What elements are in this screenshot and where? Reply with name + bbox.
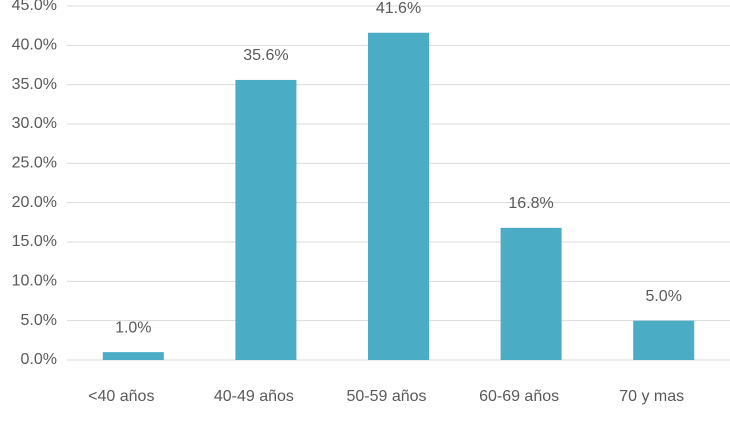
x-tick-label: 50-59 años	[346, 388, 426, 405]
value-label: 35.6%	[243, 47, 288, 64]
y-tick-label: 30.0%	[12, 115, 57, 132]
bar	[368, 32, 429, 360]
bar	[633, 320, 695, 360]
value-label: 5.0%	[645, 288, 681, 305]
y-tick-label: 25.0%	[12, 155, 57, 172]
bar	[235, 79, 297, 361]
value-label: 16.8%	[508, 195, 553, 212]
y-tick-label: 10.0%	[12, 273, 57, 290]
y-tick-label: 35.0%	[12, 76, 57, 93]
x-tick-label: 40-49 años	[214, 388, 294, 405]
x-tick-label: 70 y mas	[619, 388, 684, 405]
bar	[102, 352, 164, 360]
value-label: 41.6%	[376, 0, 421, 17]
x-tick-label: 60-69 años	[479, 388, 559, 405]
y-tick-label: 0.0%	[21, 351, 57, 368]
y-tick-label: 5.0%	[21, 312, 57, 329]
y-tick-label: 40.0%	[12, 37, 57, 54]
y-tick-label: 20.0%	[12, 194, 57, 211]
y-tick-label: 15.0%	[12, 233, 57, 250]
value-label: 1.0%	[115, 319, 151, 336]
y-tick-label: 45.0%	[12, 0, 57, 14]
bar	[500, 227, 562, 360]
x-tick-label: <40 años	[88, 388, 154, 405]
